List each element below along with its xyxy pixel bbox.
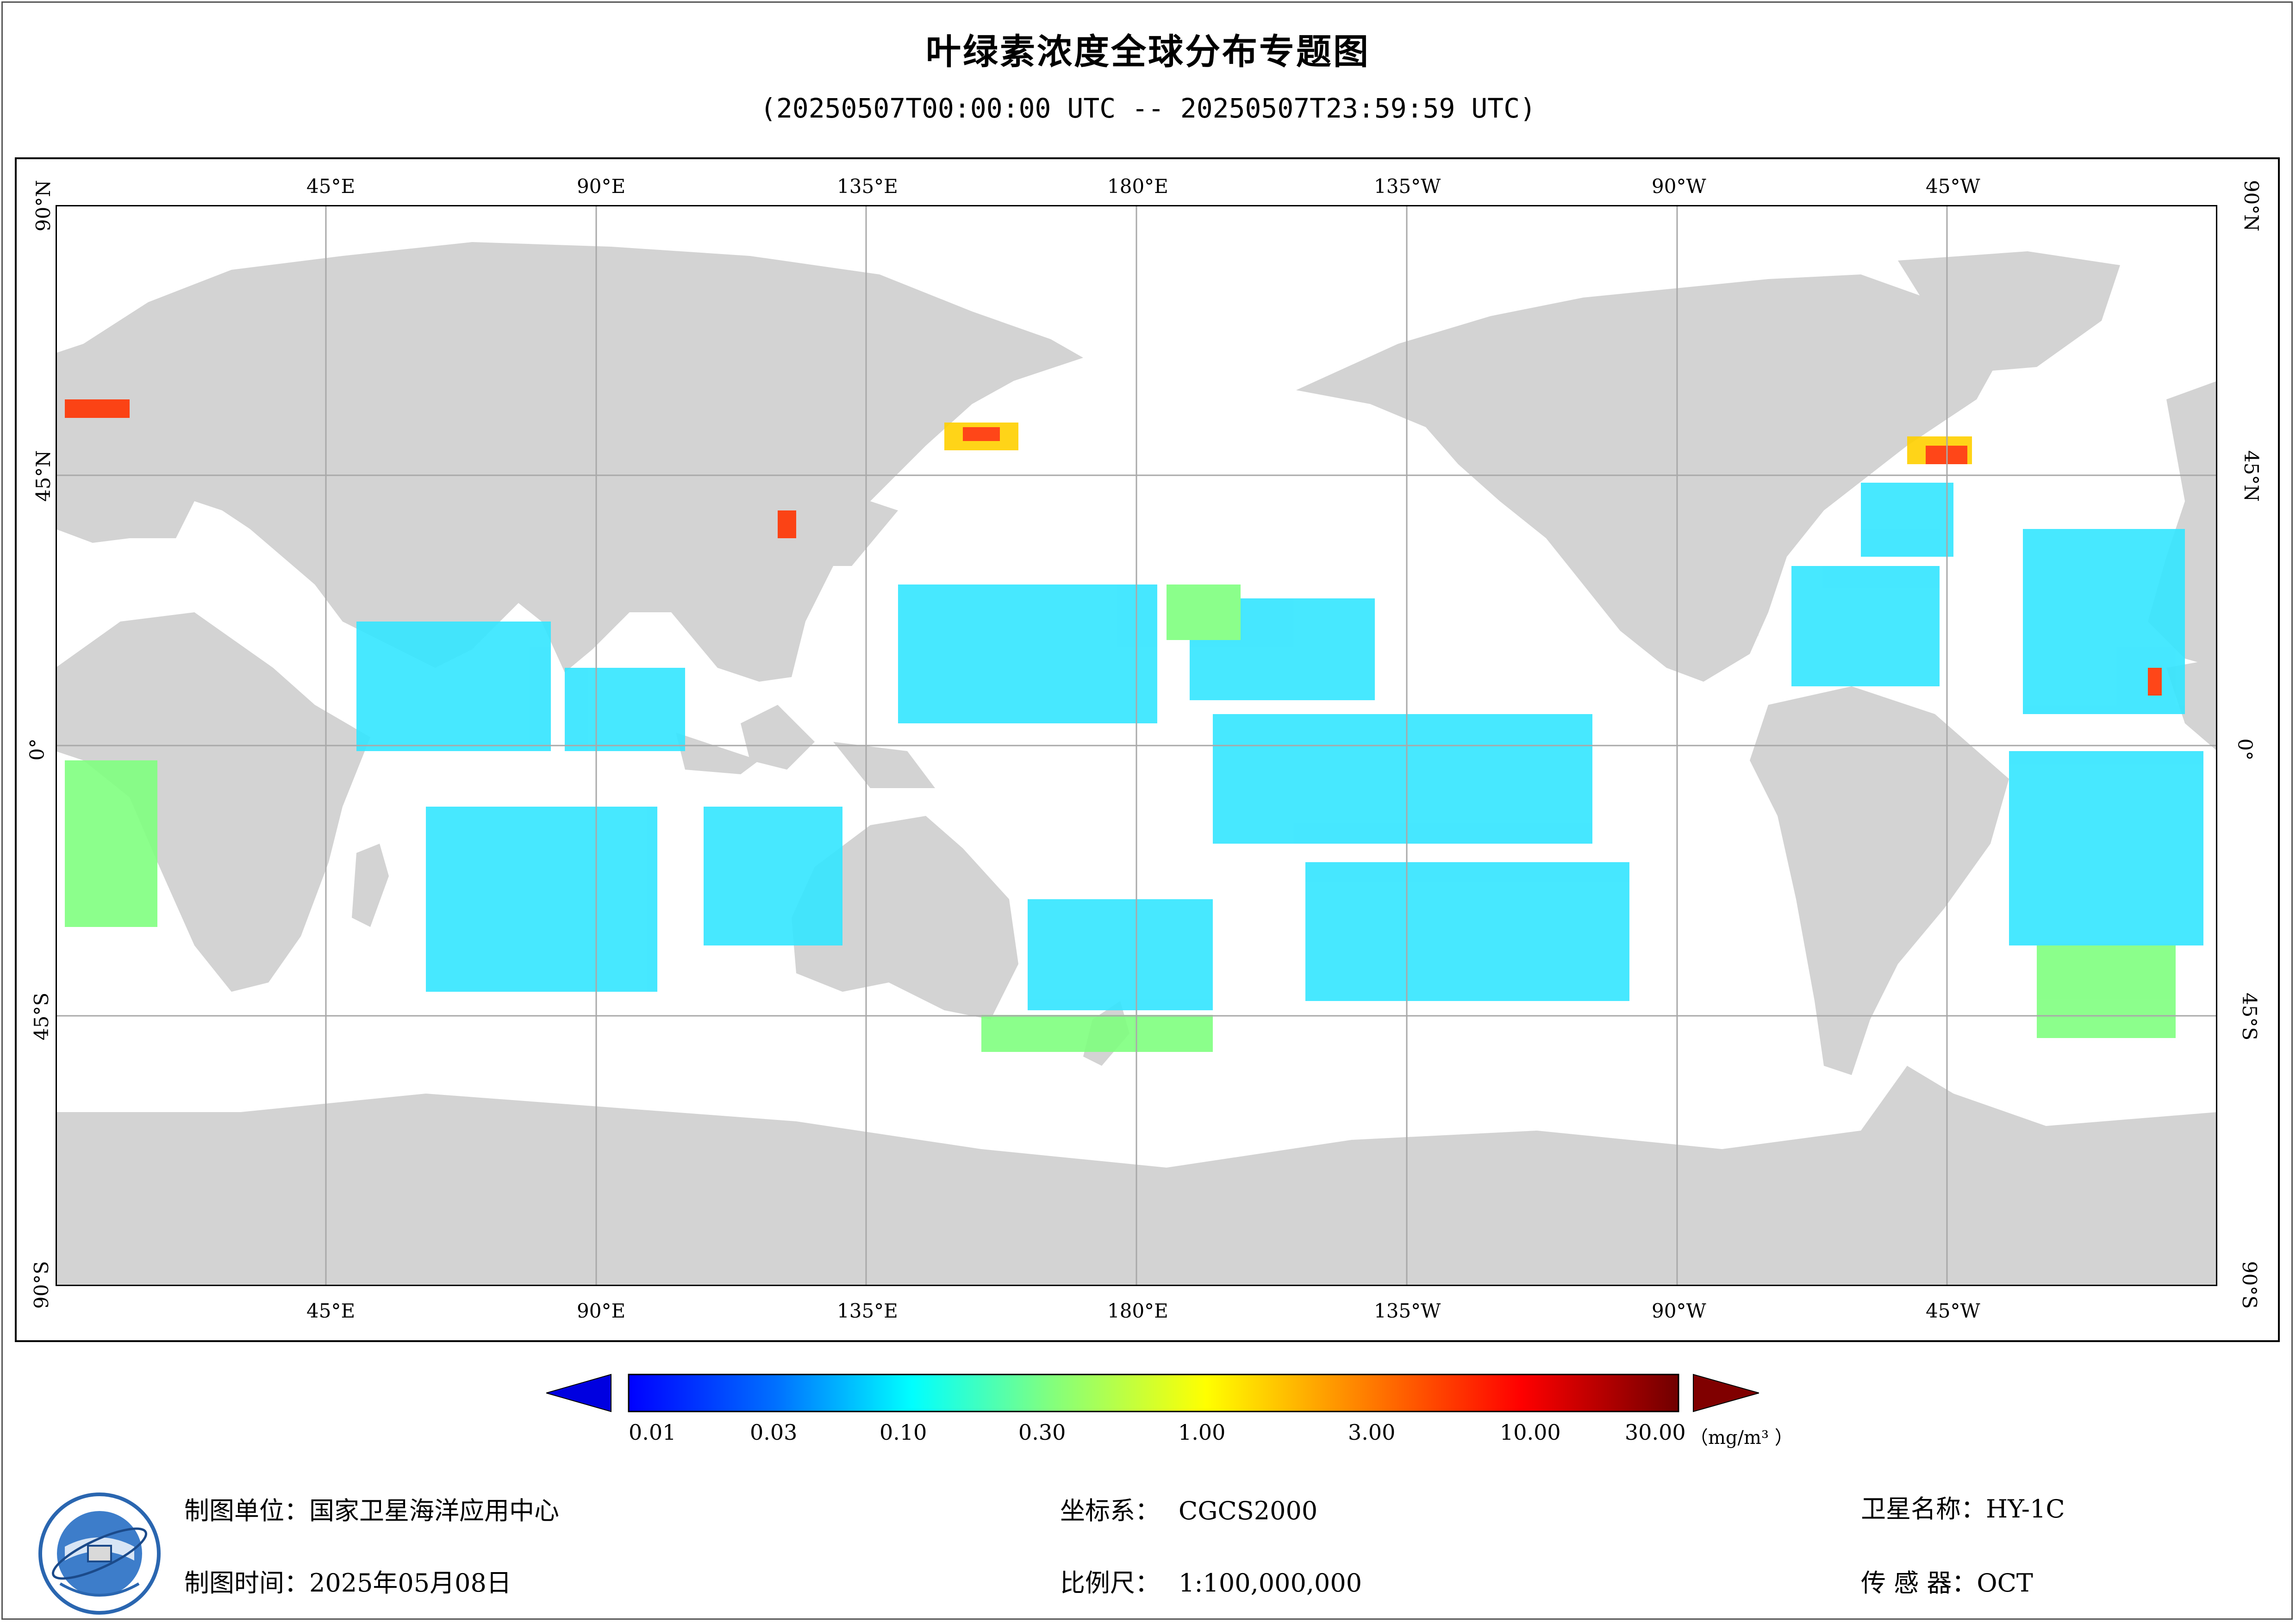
crs-value: CGCS2000 xyxy=(1179,1496,1318,1525)
time-info: 制图时间：2025年05月08日 xyxy=(184,1562,512,1599)
land-australia xyxy=(792,816,1018,1020)
lon-label-bottom: 135°E xyxy=(837,1300,898,1322)
colorbar-tick-label: 1.00 xyxy=(1178,1420,1226,1445)
scale-value: 1:100,000,000 xyxy=(1179,1568,1362,1598)
lon-label-top: 180°E xyxy=(1107,175,1168,198)
colorbar-tick-label: 0.30 xyxy=(1018,1420,1066,1445)
lon-label-bottom: 135°W xyxy=(1374,1300,1441,1322)
colorbar-tick-label: 0.03 xyxy=(750,1420,798,1445)
crs-info: 坐标系： CGCS2000 xyxy=(1060,1490,1317,1527)
lat-label-left: 45°N xyxy=(32,450,55,502)
sensor-value: OCT xyxy=(1977,1568,2033,1598)
lon-label-bottom: 90°E xyxy=(577,1300,626,1322)
colorbar-low-arrow xyxy=(546,1374,611,1412)
crs-label: 坐标系： xyxy=(1060,1496,1160,1525)
lon-label-top: 135°W xyxy=(1374,175,1441,198)
land-caribbean xyxy=(1685,622,1759,640)
colorbar-tick-label: 0.10 xyxy=(880,1420,927,1445)
land-south-america xyxy=(1750,686,2009,1075)
land-madagascar xyxy=(352,844,389,927)
colorbar-gradient xyxy=(628,1374,1679,1412)
lon-label-top: 90°E xyxy=(577,175,626,198)
land-north-america xyxy=(1296,274,2000,682)
lat-label-right: 90°S xyxy=(2238,1261,2261,1309)
colorbar-high-arrow xyxy=(1693,1374,1759,1412)
org-value: 国家卫星海洋应用中心 xyxy=(309,1496,559,1525)
time-value: 2025年05月08日 xyxy=(309,1568,512,1598)
colorbar-tick-label: 30.00 xyxy=(1625,1420,1686,1445)
graticule xyxy=(56,205,2217,1286)
sensor-info: 传 感 器：OCT xyxy=(1861,1562,2033,1599)
land-greenland xyxy=(1898,251,2120,372)
lon-label-bottom: 45°E xyxy=(306,1300,356,1322)
time-label: 制图时间： xyxy=(184,1568,309,1598)
lon-label-top: 45°E xyxy=(306,175,356,198)
colorbar-tick-label: 0.01 xyxy=(629,1420,676,1445)
lon-label-bottom: 45°W xyxy=(1926,1300,1980,1322)
sensor-label: 传 感 器： xyxy=(1861,1568,1977,1598)
land-indonesia xyxy=(676,705,935,788)
land-japan xyxy=(824,501,898,566)
satellite-value: HY-1C xyxy=(1986,1494,2065,1524)
map-time-range: (20250507T00:00:00 UTC -- 20250507T23:59… xyxy=(760,93,1536,124)
chlorophyll-data-layer xyxy=(65,399,2203,1052)
map-frame xyxy=(15,157,2280,1342)
lat-label-right: 0° xyxy=(2234,738,2257,761)
lat-label-left: 90°N xyxy=(32,180,55,232)
chlorophyll-map[interactable] xyxy=(56,205,2217,1286)
map-title: 叶绿素浓度全球分布专题图 xyxy=(926,31,1370,72)
lat-label-left: 0° xyxy=(25,738,49,761)
satellite-label: 卫星名称： xyxy=(1861,1494,1986,1524)
land-africa xyxy=(56,612,370,992)
nsoas-globe-logo-icon xyxy=(38,1492,161,1615)
lat-label-left: 45°S xyxy=(30,992,53,1041)
land-eurasia xyxy=(56,242,1083,682)
lon-label-top: 90°W xyxy=(1652,175,1706,198)
lon-label-bottom: 180°E xyxy=(1107,1300,1168,1322)
scale-info: 比例尺： 1:100,000,000 xyxy=(1060,1562,1362,1599)
colorbar-tick-label: 3.00 xyxy=(1348,1420,1396,1445)
colorbar-unit: （mg/m³ ） xyxy=(1690,1427,1793,1449)
scale-label: 比例尺： xyxy=(1060,1568,1160,1598)
map-neatline xyxy=(56,205,2217,1286)
lon-label-top: 135°E xyxy=(837,175,898,198)
lat-label-left: 90°S xyxy=(30,1261,53,1309)
lat-label-right: 90°N xyxy=(2240,180,2263,232)
lat-label-right: 45°N xyxy=(2240,450,2263,502)
lon-label-top: 45°W xyxy=(1926,175,1980,198)
colorbar xyxy=(546,1374,1759,1412)
org-label: 制图单位： xyxy=(184,1496,309,1525)
satellite-info: 卫星名称：HY-1C xyxy=(1861,1488,2065,1525)
lon-label-bottom: 90°W xyxy=(1652,1300,1706,1322)
lat-label-right: 45°S xyxy=(2238,992,2261,1041)
org-info: 制图单位：国家卫星海洋应用中心 xyxy=(184,1490,559,1527)
colorbar-tick-label: 10.00 xyxy=(1500,1420,1561,1445)
